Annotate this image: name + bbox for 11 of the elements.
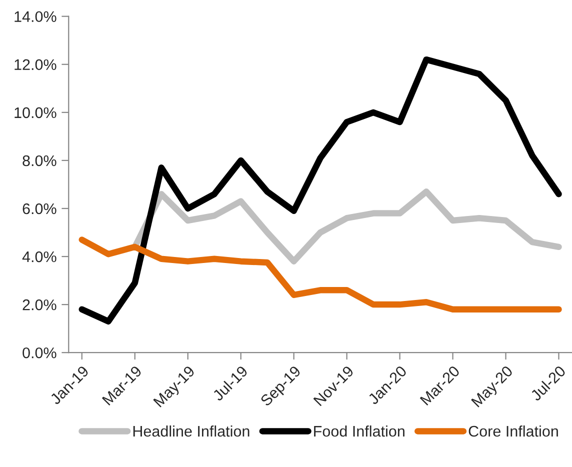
legend-label: Headline Inflation bbox=[133, 425, 250, 437]
legend-label: Food Inflation bbox=[314, 425, 404, 437]
y-tick-label: 0.0% bbox=[22, 347, 56, 358]
legend-label: Core Inflation bbox=[468, 425, 558, 437]
y-tick-label: 12.0% bbox=[14, 59, 56, 70]
y-tick-label: 10.0% bbox=[14, 107, 56, 118]
y-tick-label: 8.0% bbox=[22, 155, 56, 166]
y-tick-label: 14.0% bbox=[14, 11, 56, 22]
y-tick-label: 6.0% bbox=[22, 203, 56, 214]
y-tick-label: 4.0% bbox=[22, 251, 56, 262]
y-tick-label: 2.0% bbox=[22, 299, 56, 310]
